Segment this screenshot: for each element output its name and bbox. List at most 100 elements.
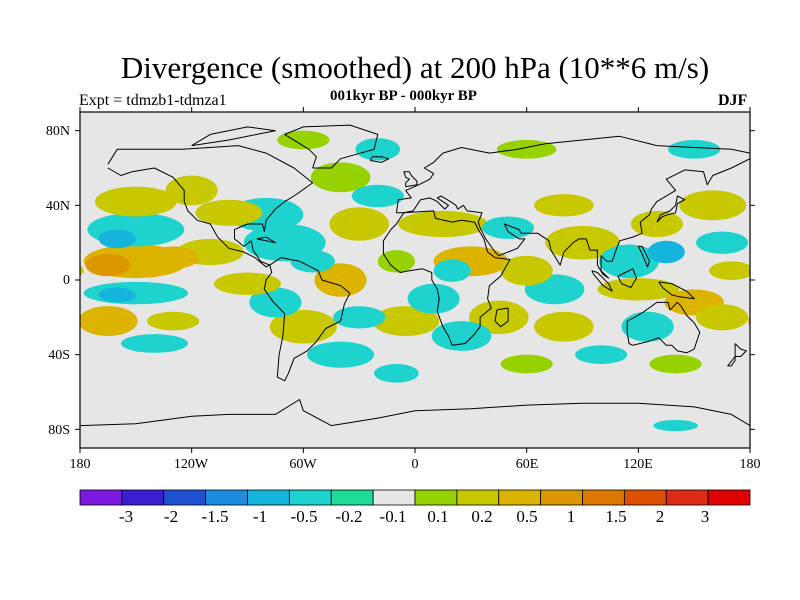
colorbar-label: 0.1	[427, 507, 449, 526]
lat-tick-label: 0	[63, 273, 70, 288]
lat-tick-label: 40N	[45, 199, 70, 214]
colorbar-swatch	[79, 489, 123, 506]
field-contour	[496, 140, 557, 159]
field-contour	[374, 364, 419, 383]
map-ticks	[75, 107, 755, 453]
lon-tick-label: 180	[739, 457, 761, 472]
field-contour	[195, 199, 263, 226]
colorbar-label: -1	[252, 507, 268, 526]
field-contour	[80, 306, 138, 336]
coastline	[727, 343, 747, 367]
colorbar-swatch	[372, 489, 416, 506]
field-contour	[351, 184, 404, 208]
plot-title: Divergence (smoothed) at 200 hPa (10**6 …	[120, 50, 710, 85]
field-contour	[599, 244, 659, 279]
colorbar-swatch	[121, 489, 165, 506]
field-contour	[630, 210, 683, 238]
coastline	[626, 301, 701, 354]
colorbar-label: -0.1	[379, 507, 407, 526]
field-contour	[545, 225, 620, 260]
colorbar-swatch	[707, 489, 751, 506]
coastline	[396, 158, 750, 279]
field-contour	[709, 261, 750, 280]
field-contour	[314, 263, 367, 297]
colorbar-label: 1	[566, 507, 576, 526]
field-contour	[214, 272, 281, 295]
field-contour	[575, 345, 628, 364]
field-contour	[307, 341, 375, 368]
coastline	[591, 270, 613, 292]
lat-tick-label: 80N	[45, 124, 70, 139]
lon-tick-label: 120E	[623, 457, 653, 472]
field-contour	[647, 240, 685, 264]
coastline	[617, 268, 637, 288]
field-contour	[534, 194, 594, 217]
field-contour	[748, 315, 750, 327]
coastline	[637, 245, 650, 268]
field-contour	[431, 321, 492, 351]
field-contour	[398, 210, 488, 238]
colorbar-label: 3	[700, 507, 710, 526]
coastline	[658, 281, 695, 300]
colorbar-swatch	[247, 489, 290, 506]
field-contour	[597, 278, 680, 301]
season-label: DJF	[718, 92, 748, 109]
divergence-field	[80, 130, 750, 432]
field-contour	[534, 311, 594, 342]
colorbar	[79, 489, 751, 506]
lat-tick-label: 40S	[48, 348, 70, 363]
coastline	[107, 145, 314, 268]
field-contour	[147, 246, 200, 269]
field-contour	[85, 253, 131, 277]
colorbar-swatch	[540, 489, 583, 506]
colorbar-swatch	[665, 489, 709, 506]
colorbar-swatch	[288, 489, 332, 506]
field-contour	[329, 207, 389, 241]
field-contour	[621, 311, 674, 342]
field-contour	[147, 311, 200, 331]
coastline	[656, 195, 686, 223]
field-contour	[333, 306, 386, 329]
colorbar-label: -0.2	[335, 507, 363, 526]
field-contour	[649, 354, 702, 374]
period-label: 001kyr BP - 000kyr BP	[330, 88, 477, 104]
coastline	[494, 307, 509, 328]
field-contour	[355, 138, 401, 161]
coastline	[395, 135, 750, 213]
colorbar-label: 0.2	[471, 507, 493, 526]
lon-tick-label: 120W	[173, 457, 209, 472]
colorbar-swatch	[623, 489, 667, 506]
field-contour	[277, 130, 330, 150]
field-contour	[80, 265, 84, 276]
field-contour	[269, 309, 337, 344]
field-contour	[500, 354, 553, 374]
coastline	[191, 126, 276, 147]
colorbar-swatch	[163, 489, 207, 506]
coastline	[80, 399, 750, 427]
coastline	[382, 210, 511, 346]
field-contour	[98, 229, 136, 249]
colorbar-label: -3	[118, 507, 134, 526]
field-contour	[120, 334, 188, 353]
colorbar-label: 1.5	[605, 507, 627, 526]
colorbar-label: 2	[655, 507, 665, 526]
field-contour	[668, 140, 721, 159]
field-contour	[165, 175, 218, 206]
field-contour	[696, 304, 749, 331]
coastline	[284, 124, 379, 169]
coastlines	[80, 124, 750, 427]
lon-tick-label: 0	[411, 457, 419, 472]
coastline	[263, 257, 351, 382]
field-contour	[653, 420, 698, 432]
coastline	[403, 171, 418, 188]
field-contour	[377, 250, 415, 273]
field-contour	[98, 287, 136, 303]
colorbar-label: -0.5	[290, 507, 318, 526]
field-contour	[290, 250, 335, 273]
experiment-label: Expt = tdmzb1-tdmza1	[79, 92, 227, 109]
lon-tick-label: 180	[69, 457, 91, 472]
lat-tick-label: 80S	[48, 423, 70, 438]
colorbar-swatch	[498, 489, 542, 506]
colorbar-label: -2	[163, 507, 179, 526]
field-contour	[500, 255, 553, 286]
